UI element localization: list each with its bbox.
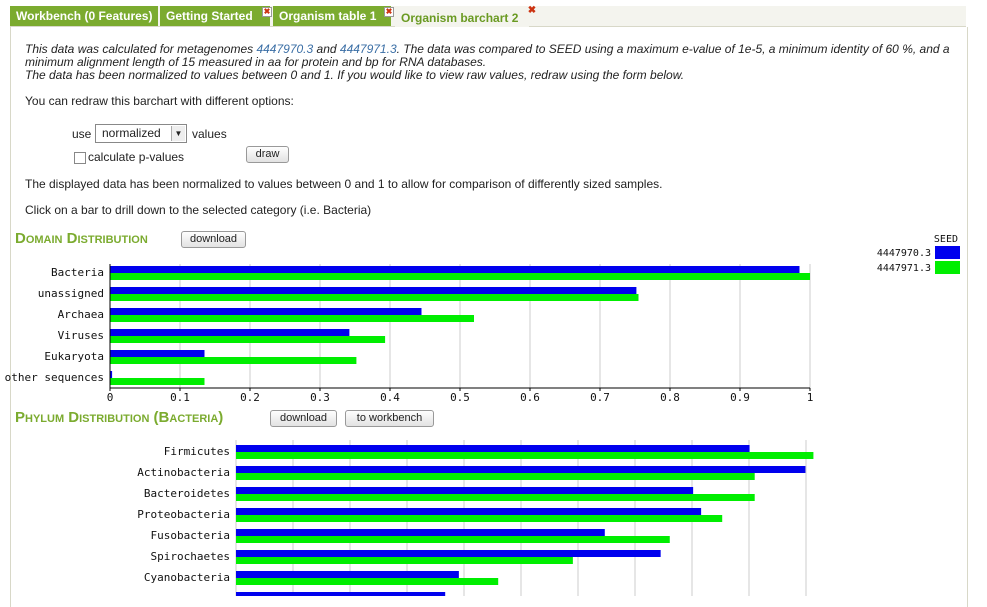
metagenome-link[interactable]: 4447970.3 <box>256 42 314 56</box>
tab-label: Getting Started <box>166 9 253 23</box>
intro-line-3: The data has been normalized to values b… <box>25 68 685 82</box>
intro-text: This data was calculated for metagenomes <box>25 42 257 56</box>
tab-label: Organism table 1 <box>279 9 377 23</box>
drilldown-note: Click on a bar to drill down to the sele… <box>25 203 372 217</box>
pvalue-label: calculate p-values <box>88 150 185 164</box>
to-workbench-button[interactable]: to workbench <box>345 410 434 427</box>
tab-label: Workbench (0 Features) <box>16 9 153 23</box>
domain-download-button[interactable]: download <box>181 231 246 248</box>
pvalue-checkbox[interactable] <box>74 152 86 164</box>
metagenome-link[interactable]: 4447971.3 <box>339 42 397 56</box>
close-tab-icon[interactable]: ✖ <box>527 5 537 16</box>
tab-label: Organism barchart 2 <box>401 11 519 25</box>
draw-button[interactable]: draw <box>246 146 289 163</box>
content-panel: This data was calculated for metagenomes… <box>10 27 968 607</box>
chevron-down-icon: ▼ <box>171 126 185 141</box>
intro-text: and <box>313 42 340 56</box>
values-select[interactable]: normalized ▼ <box>95 124 187 143</box>
normalized-note: The displayed data has been normalized t… <box>25 177 663 191</box>
values-label: values <box>192 127 227 141</box>
phylum-download-button[interactable]: download <box>270 410 337 427</box>
tab-workbench[interactable]: Workbench (0 Features) <box>10 6 158 26</box>
close-tab-icon[interactable]: ✖ <box>262 7 272 17</box>
intro-text: . The data was compared to SEED using a … <box>396 42 950 56</box>
tab-getting-started[interactable]: Getting Started <box>160 6 270 26</box>
tab-organism-barchart[interactable]: Organism barchart 2 <box>395 8 529 27</box>
intro-line-2: minimum alignment length of 15 measured … <box>25 55 487 69</box>
tab-organism-table[interactable]: Organism table 1 <box>273 6 391 26</box>
redraw-heading: You can redraw this barchart with differ… <box>25 94 294 108</box>
values-select-value: normalized <box>102 126 161 140</box>
close-tab-icon[interactable]: ✖ <box>384 7 394 17</box>
intro-line-1: This data was calculated for metagenomes… <box>25 43 950 56</box>
phylum-distribution-title: Phylum Distribution (Bacteria) <box>15 409 224 426</box>
tab-bar: Workbench (0 Features) Getting Started ✖… <box>10 6 966 27</box>
use-label: use <box>72 127 92 141</box>
domain-distribution-title: Domain Distribution <box>15 230 148 247</box>
